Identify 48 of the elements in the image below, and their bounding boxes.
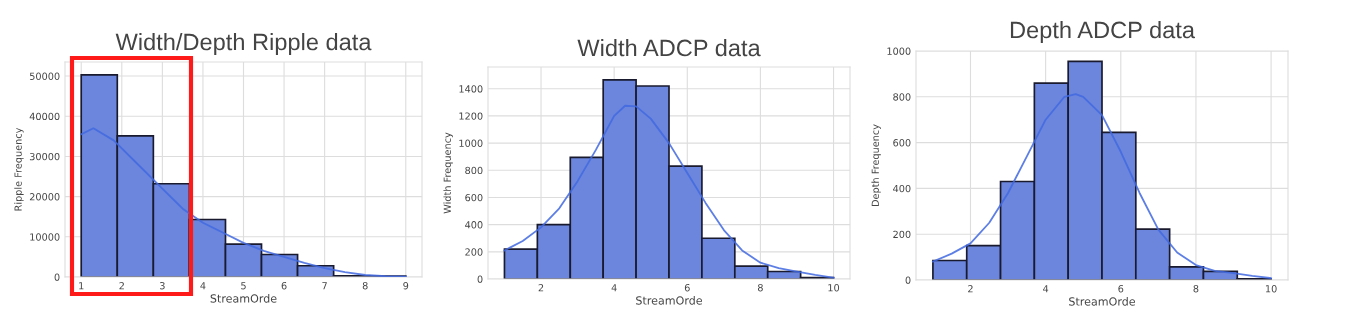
- y-tick-label: 0: [905, 276, 911, 284]
- x-tick-label: 5: [241, 282, 246, 290]
- x-tick-label: 9: [403, 282, 409, 290]
- y-tick-label: 1200: [459, 112, 483, 120]
- y-tick-label: 0: [477, 275, 483, 283]
- y-tick-label: 400: [893, 184, 911, 193]
- y-tick-label: 20000: [29, 193, 60, 201]
- y-tick-label: 1000: [887, 47, 911, 55]
- y-tick-label: 600: [465, 193, 483, 202]
- y-tick-label: 40000: [29, 112, 60, 121]
- x-tick-label: 10: [1265, 285, 1277, 293]
- chart-title: Depth ADCP data: [1010, 21, 1195, 43]
- y-tick-label: 30000: [29, 152, 60, 161]
- y-tick-label: 800: [465, 166, 483, 175]
- x-tick-label: 3: [160, 282, 165, 290]
- x-tick-label: 6: [281, 282, 287, 290]
- y-tick-label: 1000: [459, 139, 483, 147]
- x-axis-title: StreamOrde: [210, 294, 277, 303]
- chart-title: Width ADCP data: [577, 39, 761, 57]
- x-tick-label: 4: [200, 282, 206, 290]
- x-tick-label: 8: [1193, 285, 1199, 293]
- x-tick-label: 2: [538, 284, 544, 292]
- y-tick-label: 600: [893, 139, 911, 147]
- y-tick-label: 200: [465, 248, 483, 256]
- y-axis-title: Ripple Frequency: [14, 127, 24, 211]
- y-tick-label: 1400: [459, 85, 483, 93]
- x-tick-label: 4: [611, 284, 617, 292]
- x-tick-label: 1: [79, 282, 84, 290]
- x-axis-title: StreamOrde: [636, 296, 703, 305]
- x-axis-title: StreamOrde: [1069, 297, 1136, 306]
- x-tick-label: 2: [119, 282, 124, 290]
- y-tick-label: 50000: [29, 72, 60, 80]
- x-tick-label: 8: [757, 284, 763, 292]
- y-axis-title: Depth Frequency: [871, 124, 881, 207]
- x-tick-label: 7: [322, 282, 327, 290]
- y-tick-label: 200: [893, 230, 911, 239]
- x-tick-label: 4: [1043, 285, 1049, 293]
- y-tick-label: 400: [465, 221, 483, 229]
- chart-title: Width/Depth Ripple data: [115, 33, 372, 55]
- x-tick-label: 6: [1118, 285, 1124, 293]
- y-tick-label: 800: [893, 93, 911, 101]
- y-tick-label: 10000: [30, 233, 60, 241]
- y-axis-title: Width Frequency: [443, 132, 453, 214]
- x-tick-label: 6: [684, 284, 690, 292]
- x-tick-label: 10: [828, 284, 840, 292]
- x-tick-label: 2: [968, 285, 973, 293]
- y-tick-label: 0: [54, 273, 60, 281]
- x-tick-label: 8: [362, 282, 368, 290]
